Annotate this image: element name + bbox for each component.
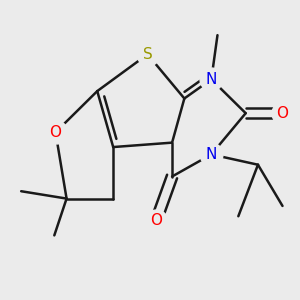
Text: O: O bbox=[150, 213, 162, 228]
Text: O: O bbox=[277, 106, 289, 121]
Text: O: O bbox=[50, 125, 61, 140]
Text: N: N bbox=[206, 147, 217, 162]
Text: S: S bbox=[143, 47, 152, 62]
Text: N: N bbox=[206, 72, 217, 87]
